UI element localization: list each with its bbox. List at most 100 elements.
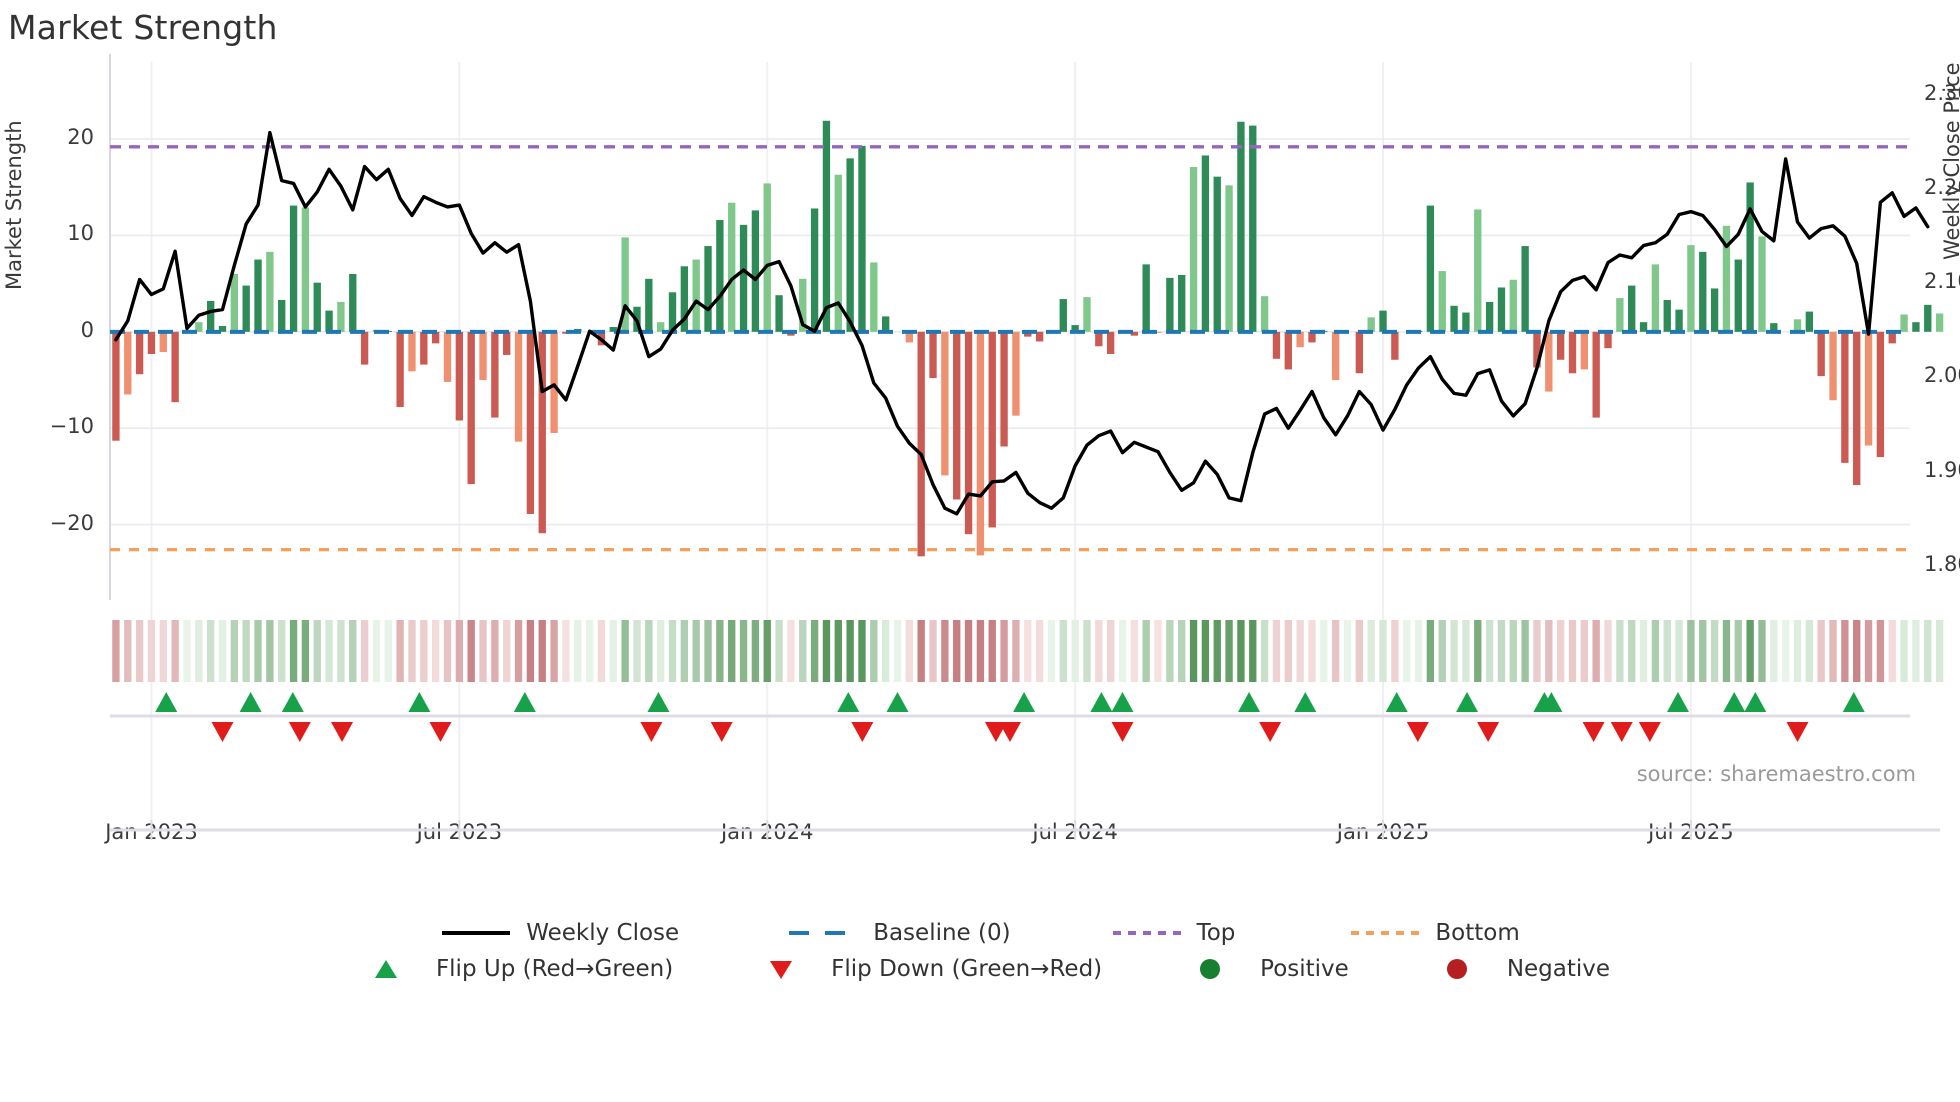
bar [1485, 301, 1494, 332]
heatmap-cell [645, 620, 653, 682]
heatmap-cell [1189, 620, 1198, 682]
heatmap-cell [609, 620, 617, 682]
bar [1166, 277, 1174, 332]
bar [1012, 331, 1020, 416]
bar [1817, 331, 1825, 377]
heatmap-cell [479, 620, 487, 682]
flip-up-marker-icon [1385, 692, 1408, 712]
flip-marker-row [110, 686, 1910, 746]
legend-swatch [1421, 958, 1493, 980]
flip-up-marker-icon [281, 692, 304, 712]
bar [1533, 331, 1541, 368]
bar [550, 331, 558, 433]
heatmap-cell [278, 620, 286, 682]
bar [1426, 205, 1435, 332]
heatmap-cell [597, 620, 606, 682]
heatmap-cell [1841, 620, 1849, 682]
heatmap-cell [1249, 620, 1257, 682]
heatmap-cell [491, 620, 499, 682]
triangle-up-icon [374, 960, 397, 978]
bar [680, 266, 689, 332]
heatmap-cell [550, 620, 558, 682]
legend-item[interactable]: Flip Up (Red→Green) [350, 956, 673, 982]
heatmap-cell [384, 620, 392, 682]
heatmap-cell [325, 620, 333, 682]
legend-item[interactable]: Positive [1174, 956, 1349, 982]
bar [1675, 309, 1683, 332]
heatmap-cell [360, 620, 369, 682]
legend-item[interactable]: Bottom [1349, 920, 1520, 946]
heatmap-cell [1521, 620, 1529, 682]
circle-icon [1446, 959, 1467, 979]
bar [1604, 331, 1612, 349]
bar [455, 331, 464, 421]
heatmap-cell [656, 620, 665, 682]
bar [206, 300, 215, 332]
bar [159, 331, 167, 353]
bar [1095, 331, 1103, 347]
bar [1935, 313, 1944, 332]
bar [1450, 305, 1458, 332]
heatmap-cell [775, 620, 783, 682]
bar [1071, 325, 1079, 332]
bar [1249, 125, 1257, 332]
heatmap-cell [1687, 620, 1695, 682]
heatmap-cell [1604, 620, 1612, 682]
heatmap-cell [1853, 620, 1861, 682]
heatmap-cell [716, 620, 724, 682]
heatmap-cell [1805, 620, 1814, 682]
bar [147, 331, 156, 354]
heatmap-cell [1260, 620, 1269, 682]
heatmap-cell [1308, 620, 1316, 682]
bar [1106, 331, 1115, 354]
flip-up-marker-icon [886, 692, 909, 712]
bar [1722, 225, 1731, 332]
legend-swatch [1111, 922, 1183, 944]
legend-item[interactable]: Weekly Close [440, 920, 679, 946]
heatmap-cell [1391, 620, 1399, 682]
bar [1580, 331, 1589, 370]
heatmap-cell [704, 620, 712, 682]
legend-label: Positive [1260, 956, 1349, 982]
bar [1272, 331, 1281, 359]
bar [1616, 298, 1624, 332]
heatmap-cell [1225, 620, 1233, 682]
legend-item[interactable]: Negative [1421, 956, 1610, 982]
bar [562, 331, 570, 334]
bar [313, 282, 321, 332]
bar [1438, 271, 1446, 332]
bar [1474, 209, 1482, 332]
flip-down-marker-icon [640, 722, 663, 742]
bar [124, 331, 132, 395]
bar [1805, 311, 1814, 332]
heatmap-cell [1379, 620, 1387, 682]
flip-down-marker-icon [999, 722, 1021, 742]
heatmap-cell [1722, 620, 1731, 682]
y-axis-label-left: Market Strength [2, 120, 26, 290]
bar [1710, 288, 1719, 332]
heatmap-cell [1118, 620, 1127, 682]
heatmap-cell [195, 620, 203, 682]
bar [325, 310, 333, 332]
heatmap-cell [420, 620, 428, 682]
heatmap-cell [1154, 620, 1162, 682]
heatmap-cell [1166, 620, 1174, 682]
heatmap-cell [976, 620, 985, 682]
legend-swatch [787, 922, 859, 944]
heatmap-cell [337, 620, 345, 682]
legend-swatch [745, 958, 817, 980]
legend-item[interactable]: Baseline (0) [787, 920, 1011, 946]
bar [941, 331, 949, 476]
bar [171, 331, 179, 403]
bar [1462, 312, 1470, 332]
bar [1900, 314, 1908, 332]
legend-item[interactable]: Top [1111, 920, 1235, 946]
heatmap-cell [1651, 620, 1660, 682]
heatmap-cell [728, 620, 736, 682]
heatmap-cell [1568, 620, 1577, 682]
bar [1379, 310, 1387, 332]
heatmap-cell [467, 620, 475, 682]
legend-item[interactable]: Flip Down (Green→Red) [745, 956, 1102, 982]
bar [254, 259, 262, 332]
heatmap-cell [1367, 620, 1375, 682]
